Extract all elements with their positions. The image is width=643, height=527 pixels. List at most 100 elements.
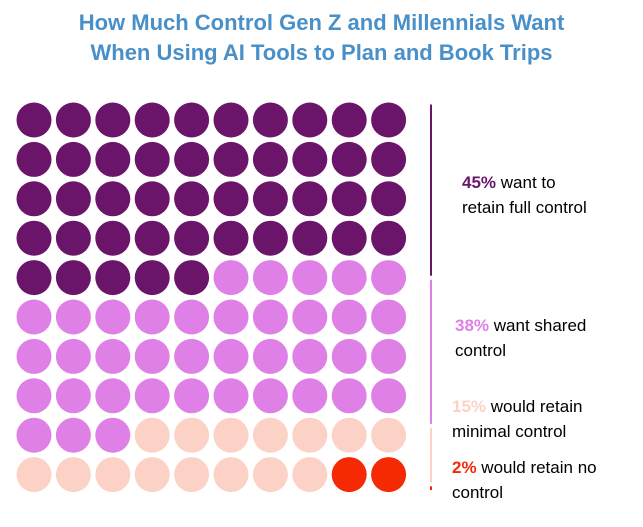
waffle-dot bbox=[95, 417, 131, 453]
waffle-dot bbox=[174, 338, 210, 374]
waffle-dot bbox=[252, 417, 288, 453]
waffle-dot bbox=[331, 181, 367, 217]
waffle-dot bbox=[95, 378, 131, 414]
waffle-dot bbox=[134, 260, 170, 296]
waffle-dot bbox=[134, 141, 170, 177]
waffle-dot bbox=[292, 102, 328, 138]
waffle-dot bbox=[16, 181, 52, 217]
waffle-dot bbox=[16, 102, 52, 138]
waffle-dot bbox=[134, 220, 170, 256]
waffle-dot bbox=[16, 260, 52, 296]
waffle-dot bbox=[371, 378, 407, 414]
waffle-dot bbox=[292, 457, 328, 493]
label-no-control: 2% would retain no control bbox=[452, 455, 597, 505]
waffle-dot bbox=[331, 378, 367, 414]
waffle-dot bbox=[213, 378, 249, 414]
waffle-dot bbox=[292, 417, 328, 453]
waffle-dot bbox=[95, 457, 131, 493]
waffle-dot bbox=[95, 181, 131, 217]
waffle-dot bbox=[55, 417, 91, 453]
waffle-dot bbox=[292, 378, 328, 414]
waffle-dot bbox=[292, 299, 328, 335]
waffle-dot bbox=[371, 338, 407, 374]
label-shared-control: 38% want shared control bbox=[455, 313, 586, 363]
waffle-dot bbox=[213, 220, 249, 256]
waffle-dot bbox=[55, 299, 91, 335]
waffle-dot bbox=[55, 457, 91, 493]
waffle-dot bbox=[174, 417, 210, 453]
waffle-dot bbox=[331, 260, 367, 296]
waffle-dot bbox=[134, 378, 170, 414]
waffle-dot bbox=[252, 299, 288, 335]
label-shared-control-line1: want shared bbox=[489, 316, 587, 335]
waffle-dot bbox=[174, 220, 210, 256]
waffle-dot bbox=[16, 220, 52, 256]
waffle-dot bbox=[95, 141, 131, 177]
waffle-dot bbox=[331, 457, 367, 493]
waffle-dot bbox=[252, 141, 288, 177]
waffle-dot bbox=[134, 181, 170, 217]
chart-title: How Much Control Gen Z and Millennials W… bbox=[0, 8, 643, 68]
waffle-dot bbox=[95, 260, 131, 296]
waffle-dot bbox=[371, 141, 407, 177]
waffle-dot bbox=[252, 457, 288, 493]
chart-title-line-2: When Using AI Tools to Plan and Book Tri… bbox=[90, 40, 553, 65]
waffle-dot bbox=[213, 457, 249, 493]
waffle-dot bbox=[331, 102, 367, 138]
label-minimal-control-line2: minimal control bbox=[452, 422, 567, 441]
waffle-dot bbox=[95, 102, 131, 138]
waffle-dot bbox=[55, 181, 91, 217]
waffle-dot bbox=[174, 141, 210, 177]
waffle-dot bbox=[16, 457, 52, 493]
waffle-dot bbox=[213, 338, 249, 374]
waffle-dot bbox=[174, 378, 210, 414]
label-full-control-line2: retain full control bbox=[462, 198, 587, 217]
waffle-dot bbox=[174, 260, 210, 296]
waffle-dot bbox=[292, 220, 328, 256]
waffle-dot bbox=[16, 378, 52, 414]
waffle-dot bbox=[292, 141, 328, 177]
waffle-dot bbox=[134, 299, 170, 335]
label-full-control-line1: want to bbox=[496, 173, 556, 192]
waffle-dot bbox=[55, 338, 91, 374]
waffle-dot bbox=[252, 102, 288, 138]
waffle-dot bbox=[252, 181, 288, 217]
waffle-dot bbox=[134, 457, 170, 493]
waffle-dot bbox=[331, 299, 367, 335]
waffle-dot bbox=[134, 102, 170, 138]
waffle-dot bbox=[55, 102, 91, 138]
waffle-dot bbox=[55, 141, 91, 177]
waffle-dot bbox=[95, 299, 131, 335]
waffle-dot bbox=[213, 299, 249, 335]
label-minimal-control-line1: would retain bbox=[486, 397, 583, 416]
waffle-dot bbox=[371, 181, 407, 217]
waffle-dot bbox=[371, 299, 407, 335]
waffle-dot bbox=[213, 417, 249, 453]
waffle-dot bbox=[134, 338, 170, 374]
waffle-dot bbox=[134, 417, 170, 453]
waffle-dot bbox=[252, 220, 288, 256]
waffle-dot bbox=[55, 260, 91, 296]
waffle-dot bbox=[213, 102, 249, 138]
waffle-dot bbox=[55, 378, 91, 414]
label-shared-control-line2: control bbox=[455, 341, 507, 360]
waffle-dot bbox=[331, 141, 367, 177]
waffle-dot bbox=[371, 457, 407, 493]
label-no-control-line1: would retain no bbox=[476, 458, 597, 477]
waffle-dot bbox=[95, 338, 131, 374]
label-no-control-line2: control bbox=[452, 483, 504, 502]
waffle-dot bbox=[174, 102, 210, 138]
waffle-dot bbox=[16, 299, 52, 335]
pct-minimal-control: 15% bbox=[452, 397, 487, 416]
waffle-dot bbox=[292, 181, 328, 217]
waffle-dot bbox=[371, 260, 407, 296]
waffle-dot bbox=[252, 378, 288, 414]
waffle-dot bbox=[371, 417, 407, 453]
waffle-dot bbox=[252, 338, 288, 374]
waffle-dot bbox=[213, 181, 249, 217]
waffle-dot bbox=[55, 220, 91, 256]
waffle-dot bbox=[331, 417, 367, 453]
pct-no-control: 2% bbox=[452, 458, 477, 477]
waffle-dot bbox=[174, 181, 210, 217]
